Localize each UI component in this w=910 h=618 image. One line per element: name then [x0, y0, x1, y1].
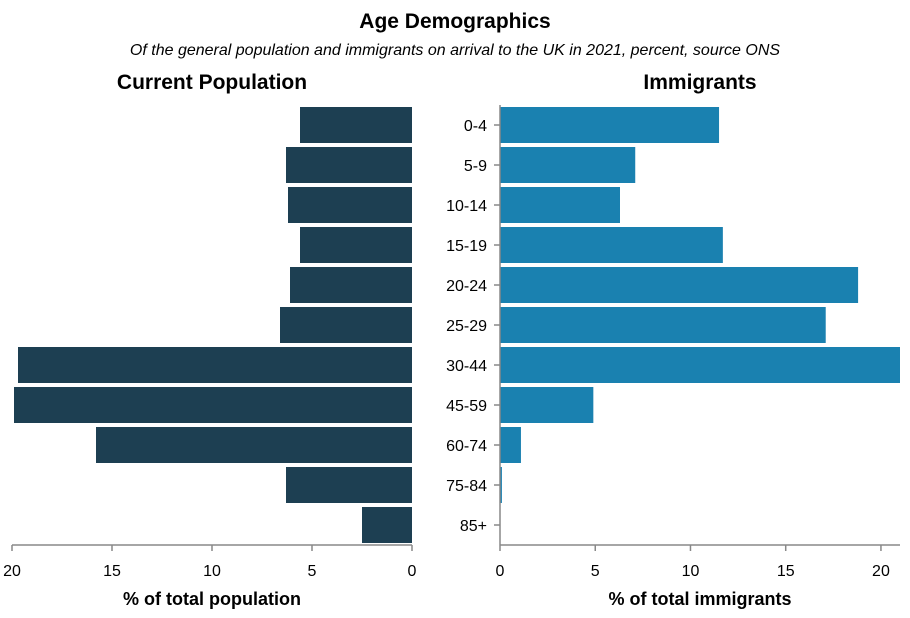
category-labels: 0-4 5-9 10-14 15-19 20-24 25-29 30-44 45-59 60-7… — [446, 118, 500, 535]
population-bar-60-74 — [96, 427, 412, 463]
immigrants-bar-5-9 — [500, 147, 636, 183]
population-bar-5-9 — [286, 147, 412, 183]
left-x-tick-label-15: 15 — [103, 563, 121, 580]
right-x-tick-label-5: 5 — [591, 563, 600, 580]
immigrants-bar-45-59 — [500, 387, 594, 423]
right-bars — [500, 107, 900, 503]
category-label-45-59: 45-59 — [446, 398, 487, 415]
immigrants-bar-0-4 — [500, 107, 720, 143]
left-x-axis-title: % of total population — [123, 589, 301, 609]
category-label-20-24: 20-24 — [446, 278, 487, 295]
population-bar-10-14 — [288, 187, 412, 223]
left-x-tick-label-5: 5 — [308, 563, 317, 580]
left-bars — [14, 107, 412, 543]
immigrants-bar-15-19 — [500, 227, 723, 263]
population-bar-75-84 — [286, 467, 412, 503]
category-label-10-14: 10-14 — [446, 198, 487, 215]
category-label-25-29: 25-29 — [446, 318, 487, 335]
population-bar-15-19 — [300, 227, 412, 263]
right-x-tick-label-10: 10 — [682, 563, 700, 580]
immigrants-bar-20-24 — [500, 267, 859, 303]
category-label-5-9: 5-9 — [464, 158, 487, 175]
right-x-tick-label-15: 15 — [777, 563, 795, 580]
immigrants-bar-60-74 — [500, 427, 521, 463]
population-bar-45-59 — [14, 387, 412, 423]
left-panel-title: Current Population — [117, 71, 307, 94]
immigrants-bar-25-29 — [500, 307, 826, 343]
chart-title: Age Demographics — [359, 10, 550, 33]
left-x-tick-label-10: 10 — [203, 563, 221, 580]
right-x-tick-label-0: 0 — [496, 563, 505, 580]
category-label-30-44: 30-44 — [446, 358, 487, 375]
population-bar-0-4 — [300, 107, 412, 143]
population-bar-25-29 — [280, 307, 412, 343]
population-bar-85+ — [362, 507, 412, 543]
left-x-tick-label-0: 0 — [408, 563, 417, 580]
category-label-15-19: 15-19 — [446, 238, 487, 255]
chart-subtitle: Of the general population and immigrants… — [130, 42, 780, 59]
right-x-axis-title: % of total immigrants — [608, 589, 791, 609]
category-label-75-84: 75-84 — [446, 478, 487, 495]
right-panel-title: Immigrants — [643, 71, 756, 94]
immigrants-bar-30-44 — [500, 347, 900, 383]
category-label-85+: 85+ — [460, 518, 487, 535]
left-x-ticks: 20 15 10 5 0 — [3, 545, 417, 580]
immigrants-bar-10-14 — [500, 187, 620, 223]
immigrants-bar-75-84 — [500, 467, 502, 503]
category-label-0-4: 0-4 — [464, 118, 487, 135]
right-x-tick-label-20: 20 — [872, 563, 890, 580]
population-bar-20-24 — [290, 267, 412, 303]
category-label-60-74: 60-74 — [446, 438, 487, 455]
right-x-ticks: 0 5 10 15 20 — [496, 545, 890, 580]
left-x-tick-label-20: 20 — [3, 563, 21, 580]
population-bar-30-44 — [18, 347, 412, 383]
